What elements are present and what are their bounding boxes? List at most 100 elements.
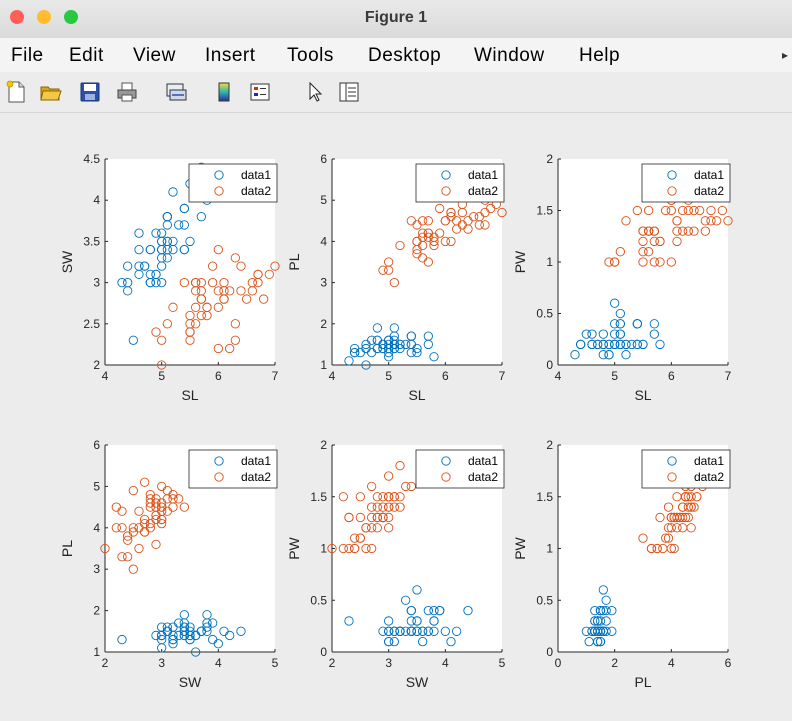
subplot-2[interactable]: 4 5 6 7 1 2 3 4 5 6 SL PL data1 data2 xyxy=(286,152,507,403)
scatter-point-data1 xyxy=(151,269,161,280)
scatter-point-data1 xyxy=(389,323,399,333)
scatter-point-data2 xyxy=(378,512,388,523)
print-icon[interactable] xyxy=(115,80,139,104)
menu-desktop[interactable]: Desktop xyxy=(368,45,442,66)
scatter-point-data2 xyxy=(134,523,144,533)
scatter-point-data2 xyxy=(367,512,377,523)
scatter-point-data2 xyxy=(686,492,696,502)
menu-overflow-icon[interactable]: ▸ xyxy=(781,48,788,62)
scatter-point-data1 xyxy=(418,637,428,647)
x-tick-label: 5 xyxy=(385,369,392,383)
legend[interactable]: data1 data2 xyxy=(415,449,505,489)
new-figure-icon[interactable] xyxy=(4,80,28,104)
scatter-point-data2 xyxy=(615,247,625,257)
save-icon[interactable] xyxy=(78,80,102,104)
close-window-button[interactable] xyxy=(10,10,24,24)
scatter-point-data2 xyxy=(723,216,733,226)
menu-help[interactable]: Help xyxy=(579,45,621,66)
x-tick-label: 2 xyxy=(611,656,618,670)
scatter-point-data2 xyxy=(678,502,688,512)
y-tick-label: 4 xyxy=(93,521,100,535)
x-tick-label: 6 xyxy=(215,369,222,383)
y-axis-label: SW xyxy=(59,250,75,273)
scatter-point-data2 xyxy=(151,327,161,337)
y-tick-label: 2 xyxy=(546,152,553,166)
scatter-point-data2 xyxy=(134,543,144,554)
scatter-point-data2 xyxy=(644,247,654,257)
scatter-point-data1 xyxy=(406,605,416,616)
x-tick-label: 5 xyxy=(611,369,618,383)
menu-insert[interactable]: Insert xyxy=(205,45,256,66)
legend-entry: data2 xyxy=(468,470,498,484)
legend[interactable]: data1 data2 xyxy=(188,163,278,203)
legend[interactable]: data1 data2 xyxy=(641,163,731,203)
link-plot-icon[interactable] xyxy=(164,80,188,104)
scatter-point-data1 xyxy=(649,329,659,339)
pointer-icon[interactable] xyxy=(304,80,328,104)
minimize-window-button[interactable] xyxy=(37,10,51,24)
y-tick-label: 2 xyxy=(93,358,100,372)
scatter-point-data2 xyxy=(446,207,456,218)
scatter-point-data1 xyxy=(615,339,625,350)
scatter-point-data2 xyxy=(435,203,445,214)
y-tick-label: 2 xyxy=(320,317,327,331)
scatter-point-data1 xyxy=(162,622,172,632)
legend[interactable]: data1 data2 xyxy=(415,163,505,203)
scatter-point-data2 xyxy=(253,269,263,280)
legend-box xyxy=(641,163,731,203)
menu-file[interactable]: File xyxy=(11,45,44,66)
scatter-point-data2 xyxy=(168,302,178,312)
scatter-point-data2 xyxy=(695,205,705,216)
scatter-point-data1 xyxy=(117,277,127,288)
scatter-point-data2 xyxy=(117,506,127,516)
legend-marker xyxy=(441,472,451,482)
scatter-point-data1 xyxy=(157,253,167,263)
scatter-point-data1 xyxy=(638,339,648,350)
subplot-1[interactable]: 4 5 6 7 2 2.5 3 3.5 4 4.5 SL SW data1 data2 xyxy=(59,152,280,403)
legend[interactable]: data1 data2 xyxy=(188,449,278,489)
y-tick-label: 5 xyxy=(320,193,327,207)
scatter-point-data2 xyxy=(185,310,195,321)
y-tick-label: 6 xyxy=(320,152,327,166)
scatter-point-data1 xyxy=(621,339,631,350)
property-inspector-icon[interactable] xyxy=(337,80,361,104)
y-tick-label: 1.5 xyxy=(536,490,553,504)
insert-legend-icon[interactable] xyxy=(248,80,272,104)
legend-box xyxy=(188,163,278,203)
scatter-point-data2 xyxy=(196,310,206,321)
scatter-point-data2 xyxy=(638,247,648,257)
scatter-point-data2 xyxy=(372,502,382,512)
subplot-5[interactable]: 2 3 4 5 0 0.5 1 1.5 2 SW PW data1 data2 xyxy=(286,438,506,690)
legend[interactable]: data1 data2 xyxy=(641,449,731,489)
scatter-point-data2 xyxy=(338,492,348,502)
menu-window[interactable]: Window xyxy=(474,45,545,66)
zoom-window-button[interactable] xyxy=(64,10,78,24)
scatter-point-data2 xyxy=(480,220,490,230)
scatter-point-data2 xyxy=(384,265,394,275)
scatter-point-data2 xyxy=(646,543,657,554)
scatter-point-data1 xyxy=(191,647,201,657)
scatter-point-data1 xyxy=(168,187,178,197)
scatter-point-data2 xyxy=(179,277,189,288)
open-file-icon[interactable] xyxy=(39,80,63,104)
scatter-point-data1 xyxy=(401,339,411,350)
y-tick-label: 0 xyxy=(320,645,327,659)
x-tick-label: 6 xyxy=(668,369,675,383)
menu-view[interactable]: View xyxy=(133,45,176,66)
scatter-point-data2 xyxy=(230,253,240,263)
y-tick-label: 0.5 xyxy=(310,593,327,607)
scatter-point-data2 xyxy=(423,216,433,226)
menu-edit[interactable]: Edit xyxy=(69,45,104,66)
menu-tools[interactable]: Tools xyxy=(287,45,334,66)
scatter-point-data1 xyxy=(117,634,127,645)
y-tick-label: 1.5 xyxy=(536,204,553,218)
x-axis-label: SL xyxy=(634,387,651,403)
scatter-point-data1 xyxy=(590,616,600,626)
scatter-point-data1 xyxy=(350,347,360,358)
subplot-6[interactable]: 0 2 4 6 0 0.5 1 1.5 2 PL PW data1 data2 xyxy=(512,438,732,690)
subplot-3[interactable]: 4 5 6 7 0 0.5 1 1.5 2 SL PW data1 data2 xyxy=(512,152,733,403)
insert-colorbar-icon[interactable] xyxy=(212,80,236,104)
scatter-point-data2 xyxy=(367,523,377,533)
scatter-point-data1 xyxy=(607,605,617,616)
